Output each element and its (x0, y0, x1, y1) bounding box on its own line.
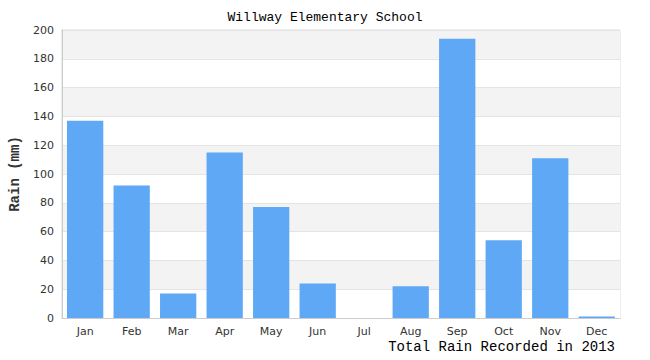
svg-text:140: 140 (33, 110, 54, 123)
svg-text:160: 160 (33, 81, 54, 94)
svg-text:200: 200 (33, 24, 54, 37)
svg-text:20: 20 (40, 283, 54, 296)
svg-text:Aug: Aug (400, 325, 421, 338)
svg-text:Jan: Jan (76, 325, 94, 338)
svg-text:Mar: Mar (168, 325, 189, 338)
svg-text:180: 180 (33, 52, 54, 65)
svg-text:Nov: Nov (540, 325, 562, 338)
svg-text:Oct: Oct (494, 325, 514, 338)
svg-text:40: 40 (40, 254, 54, 267)
svg-text:Jun: Jun (308, 325, 326, 338)
svg-text:Jul: Jul (357, 325, 371, 338)
svg-text:120: 120 (33, 139, 54, 152)
svg-text:0: 0 (47, 312, 54, 325)
svg-text:60: 60 (40, 225, 54, 238)
svg-text:Sep: Sep (447, 325, 468, 338)
svg-text:Rain (mm): Rain (mm) (7, 136, 23, 212)
svg-text:100: 100 (33, 168, 54, 181)
svg-text:Apr: Apr (215, 325, 235, 338)
svg-text:Total Rain Recorded in 2013: Total Rain Recorded in 2013 (388, 339, 615, 355)
svg-text:Feb: Feb (122, 325, 141, 338)
svg-text:80: 80 (40, 196, 54, 209)
svg-text:Dec: Dec (586, 325, 607, 338)
svg-text:May: May (260, 325, 283, 338)
svg-text:Willway Elementary School: Willway Elementary School (227, 10, 422, 25)
